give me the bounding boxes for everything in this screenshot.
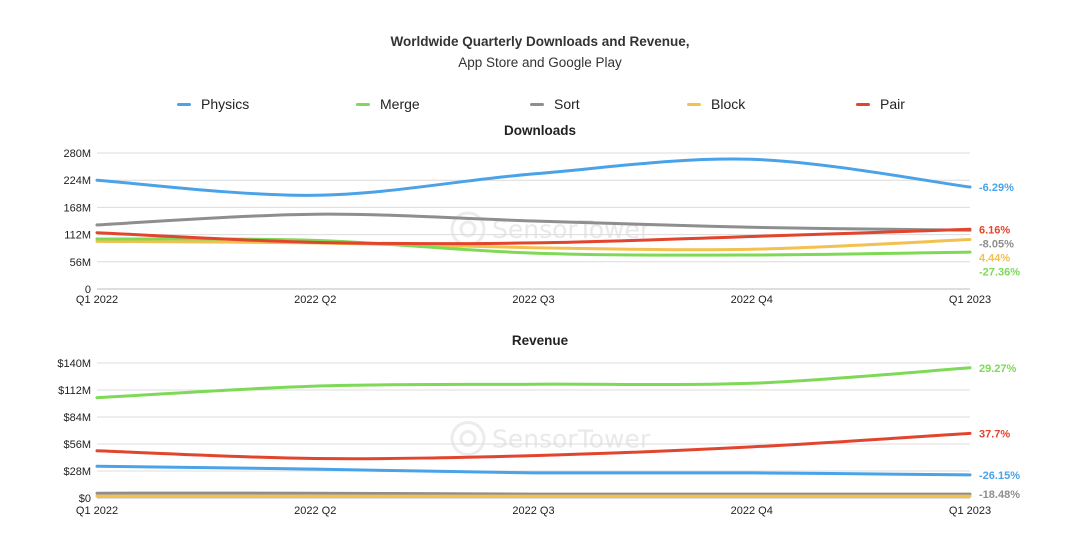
revenue-x-tick-label: 2022 Q2 [294,505,336,517]
legend-label-sort: Sort [554,96,580,112]
revenue-x-tick-label: Q1 2022 [76,505,118,517]
legend-item-sort[interactable]: Sort [530,96,580,112]
downloads-y-tick-label: 168M [63,202,91,214]
legend-label-physics: Physics [201,96,250,112]
downloads-x-tick-label: Q1 2023 [949,294,991,306]
revenue-series-merge [95,366,972,400]
revenue-end-label-pair: 37.7% [979,428,1010,440]
legend-swatch-pair [856,102,870,106]
legend-label-merge: Merge [380,96,420,112]
downloads-end-label-block: 4.44% [979,252,1010,264]
revenue-end-label-merge: 29.27% [979,363,1017,375]
downloads-x-tick-label: 2022 Q4 [731,294,773,306]
revenue-y-tick-label: $112M [58,385,91,397]
revenue-end-label-physics: -26.15% [979,470,1020,482]
downloads-end-label-merge: -27.36% [979,266,1020,278]
downloads-x-tick-label: Q1 2022 [76,294,118,306]
legend-label-block: Block [711,96,746,112]
downloads-end-label-pair: 6.16% [979,224,1010,236]
downloads-x-tick-label: 2022 Q2 [294,294,336,306]
legend-swatch-sort [530,102,544,106]
revenue-y-tick-label: $140M [57,358,91,370]
revenue-y-tick-label: $0 [79,493,91,505]
revenue-end-label-sort: -18.48% [979,489,1020,501]
revenue-x-tick-label: 2022 Q4 [731,505,773,517]
sensortower-logo-inner-icon [459,430,477,447]
downloads-panel: DownloadsSensorTower056M112M168M224M280M… [63,123,1020,306]
revenue-x-tick-label: 2022 Q3 [512,505,554,517]
legend-item-physics[interactable]: Physics [177,96,249,112]
legend-item-pair[interactable]: Pair [856,96,905,112]
revenue-title: Revenue [512,333,569,348]
legend: Physics Merge Sort Block Pair [0,96,1080,116]
legend-item-merge[interactable]: Merge [356,96,420,112]
legend-swatch-merge [356,102,370,106]
chart-subtitle: App Store and Google Play [458,55,622,70]
downloads-title: Downloads [504,123,576,138]
revenue-watermark-text: SensorTower [492,425,651,454]
legend-item-block[interactable]: Block [687,96,745,112]
downloads-x-tick-label: 2022 Q3 [512,294,554,306]
revenue-y-tick-label: $28M [63,466,91,478]
revenue-panel: Revenue SensorTower $0 $28M $56M $84M $112M $14… [57,333,1020,517]
revenue-y-tick-label: $56M [63,439,91,451]
revenue-series-physics [95,464,972,477]
downloads-series-sort [95,212,972,232]
downloads-y-tick-label: 0 [85,284,91,296]
downloads-series-physics [95,157,972,197]
downloads-y-tick-label: 224M [63,175,91,187]
downloads-series-pair [95,227,972,246]
downloads-y-tick-label: 112M [64,230,91,242]
legend-swatch-physics [177,102,191,106]
downloads-y-tick-label: 280M [63,148,91,160]
sensortower-logo-inner-icon [459,220,477,238]
chart-title: Worldwide Quarterly Downloads and Revenu… [390,34,690,49]
downloads-series-block [95,238,972,252]
legend-label-pair: Pair [880,96,905,112]
revenue-watermark: SensorTower [450,421,651,456]
downloads-end-label-physics: -6.29% [979,182,1014,194]
revenue-x-tick-label: Q1 2023 [949,505,991,517]
revenue-series-pair [95,431,972,461]
revenue-y-tick-label: $84M [63,412,91,424]
downloads-end-label-sort: -8.05% [979,238,1014,250]
sensortower-logo-icon [450,421,486,456]
revenue-series-sort [95,491,972,496]
legend-swatch-block [687,102,701,106]
downloads-y-tick-label: 56M [70,257,91,269]
